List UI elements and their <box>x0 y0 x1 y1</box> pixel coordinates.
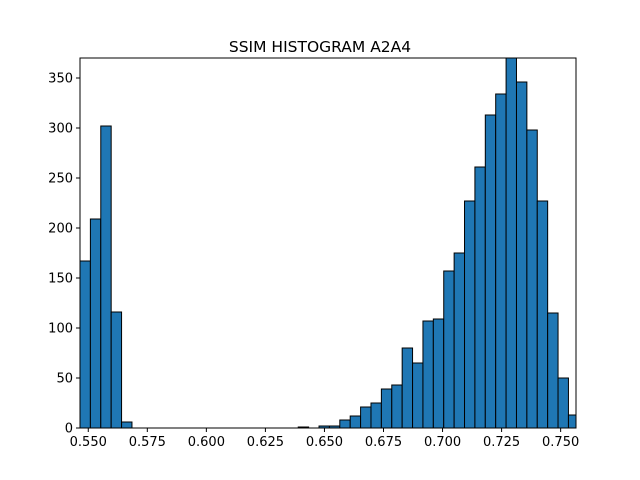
x-tick-label: 0.725 <box>483 435 520 450</box>
histogram-bar <box>110 311 123 429</box>
histogram-bar <box>391 384 403 429</box>
x-tick-label: 0.675 <box>365 435 402 450</box>
y-tick-label: 150 <box>48 272 73 287</box>
histogram-bar <box>567 414 577 429</box>
y-tick-label: 50 <box>56 372 73 387</box>
x-tick-label: 0.575 <box>129 435 166 450</box>
histogram-bar <box>89 218 102 429</box>
histogram-bar <box>484 114 497 429</box>
histogram-bar <box>443 270 455 429</box>
histogram-bar <box>380 388 393 429</box>
y-tick-label: 350 <box>48 72 73 87</box>
y-tick-label: 0 <box>65 422 73 437</box>
chart-title: SSIM HISTOGRAM A2A4 <box>229 38 411 56</box>
x-tick-label: 0.650 <box>306 435 343 450</box>
x-tick-label: 0.700 <box>424 435 461 450</box>
x-tick-label: 0.600 <box>188 435 225 450</box>
histogram-bar <box>474 166 486 429</box>
plot-frame <box>79 57 577 429</box>
histogram-bar <box>505 57 517 429</box>
histogram-bar <box>412 362 424 429</box>
x-tick-label: 0.750 <box>542 435 579 450</box>
histogram-bar <box>515 81 528 429</box>
histogram-bar <box>526 129 538 429</box>
bars-group <box>79 57 577 429</box>
x-axis-ticks: 0.550 0.575 0.600 0.625 0.650 0.675 0.700 0.725… <box>70 428 579 450</box>
histogram-bar <box>360 406 372 429</box>
histogram-bar <box>536 200 549 429</box>
y-axis-ticks: 0 50 100 150 200 250 300 350 <box>48 72 80 437</box>
histogram-bar <box>464 200 476 429</box>
histogram-bar <box>100 125 112 429</box>
histogram-bar <box>121 421 133 429</box>
y-tick-label: 100 <box>48 322 73 337</box>
histogram-bar <box>495 93 507 429</box>
histogram-bar <box>547 312 559 429</box>
histogram-bar <box>79 260 91 429</box>
histogram-bar <box>453 252 466 429</box>
histogram-bar <box>557 377 569 429</box>
histogram-bar <box>422 320 434 429</box>
histogram-bar <box>432 318 445 429</box>
histogram-bar <box>401 347 414 429</box>
histogram-bar <box>349 415 362 429</box>
histogram-bar <box>370 402 382 429</box>
y-tick-label: 200 <box>48 222 73 237</box>
histogram-bar <box>339 419 351 429</box>
x-tick-label: 0.625 <box>247 435 284 450</box>
y-tick-label: 250 <box>48 172 73 187</box>
y-tick-label: 300 <box>48 122 73 137</box>
x-tick-label: 0.550 <box>70 435 107 450</box>
